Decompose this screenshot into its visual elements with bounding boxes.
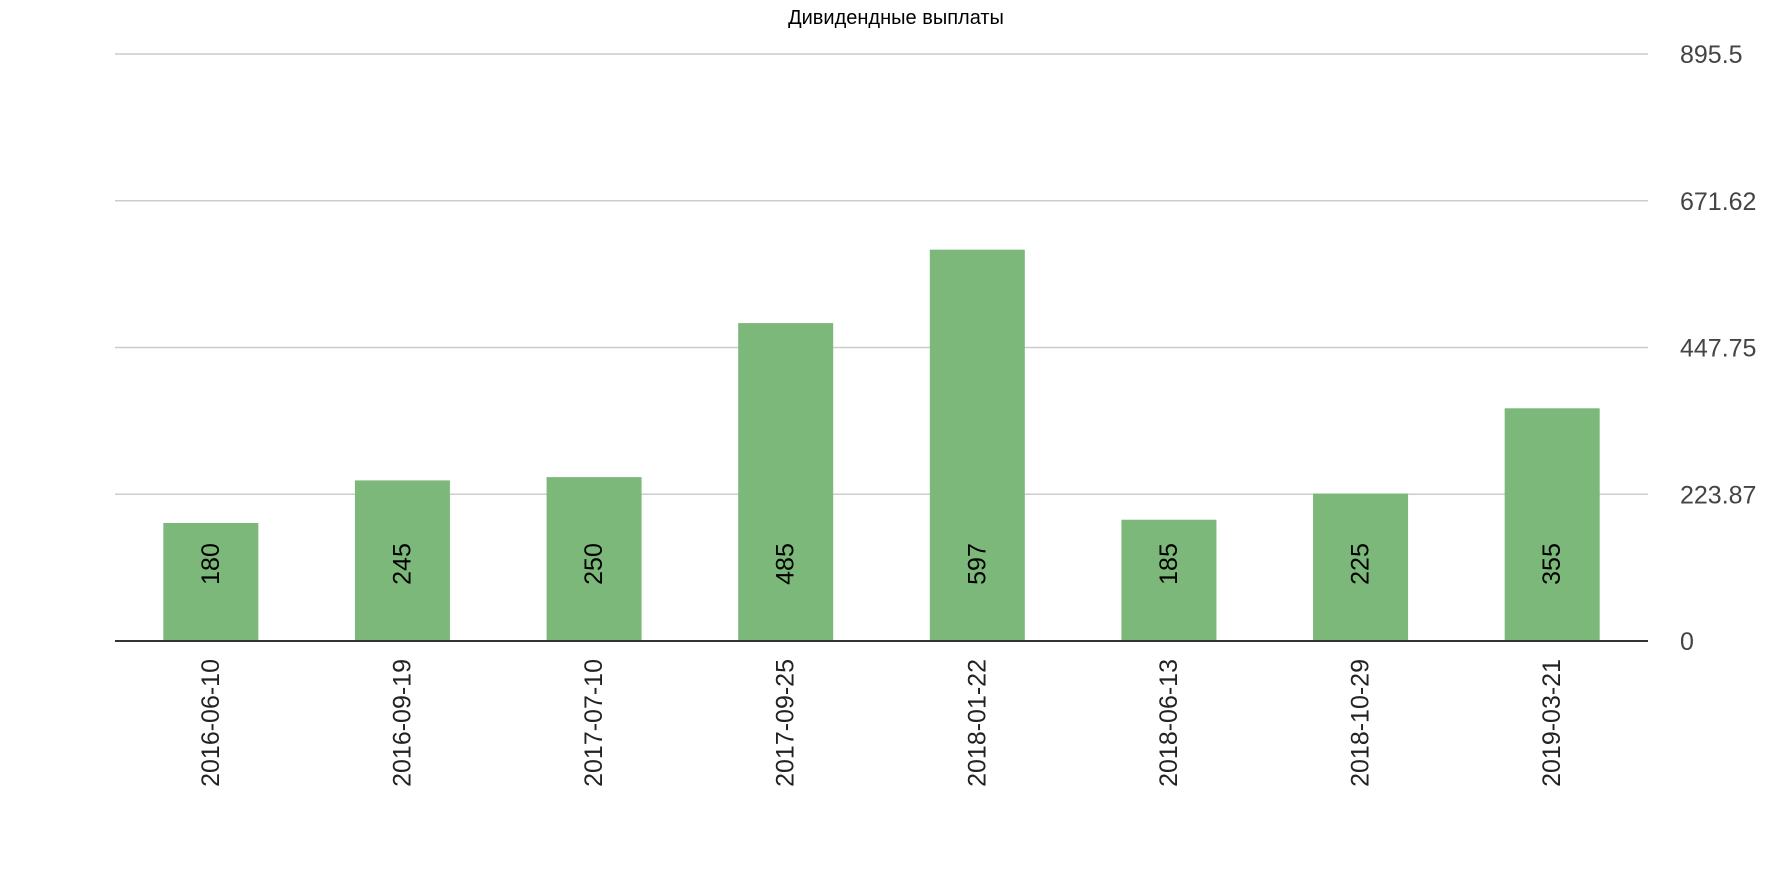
x-tick-label: 2017-09-25 xyxy=(772,659,800,787)
bar xyxy=(354,480,450,641)
x-tick-label: 2018-10-29 xyxy=(1347,659,1375,787)
x-tick-label: 2016-09-19 xyxy=(388,659,416,787)
bar xyxy=(1121,519,1217,641)
bar-data-label: 485 xyxy=(772,543,800,585)
bar-data-label: 355 xyxy=(1538,543,1566,585)
bar-data-labels: 180 245 250 485 597 185 225 355 xyxy=(197,543,1566,585)
bar-data-label: 250 xyxy=(580,543,608,585)
x-tick-label: 2019-03-21 xyxy=(1538,659,1566,787)
x-tick-label: 2017-07-10 xyxy=(580,659,608,787)
x-tick-label: 2018-06-13 xyxy=(1155,659,1183,787)
bar-data-label: 180 xyxy=(197,543,225,585)
y-tick-label: 223.87 xyxy=(1680,481,1756,509)
y-tick-label: 447.75 xyxy=(1680,335,1756,363)
chart-title: Дивидендные выплаты xyxy=(788,7,1004,29)
bar xyxy=(546,477,642,641)
x-axis-tick-labels: 2016-06-10 2016-09-19 2017-07-10 2017-09-25… xyxy=(197,659,1566,787)
bar-data-label: 185 xyxy=(1155,543,1183,585)
y-axis-tick-labels: 0 223.87 447.75 671.62 895.5 xyxy=(1680,41,1756,656)
x-tick-label: 2018-01-22 xyxy=(963,659,991,787)
bar xyxy=(1504,408,1600,641)
y-tick-label: 895.5 xyxy=(1680,41,1743,69)
bars xyxy=(163,249,1600,641)
bar xyxy=(929,249,1025,641)
bar-data-label: 597 xyxy=(963,543,991,585)
bar-data-label: 225 xyxy=(1347,543,1375,585)
y-tick-label: 0 xyxy=(1680,628,1694,656)
y-tick-label: 671.62 xyxy=(1680,188,1756,216)
grid-lines xyxy=(115,53,1648,496)
bar xyxy=(738,323,834,641)
bar xyxy=(163,523,259,641)
bar-data-label: 245 xyxy=(388,543,416,585)
x-tick-label: 2016-06-10 xyxy=(197,659,225,787)
bar xyxy=(1313,493,1409,641)
